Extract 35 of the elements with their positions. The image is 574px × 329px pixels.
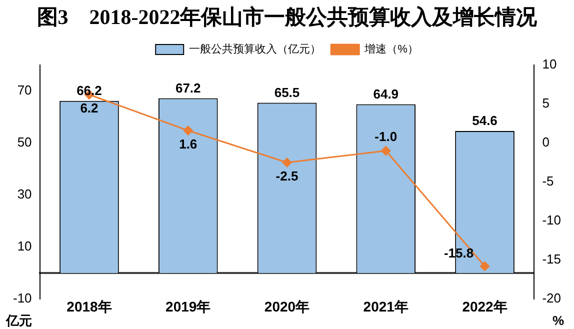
y-tick-label: 10 <box>17 238 32 254</box>
data-label: 1.6 <box>179 136 198 152</box>
data-label: -2.5 <box>276 168 298 184</box>
point <box>282 158 292 168</box>
y-axis-title: 亿元 <box>5 313 32 328</box>
x-tick-label: 2018年 <box>66 298 112 314</box>
x-tick-label: 2020年 <box>264 298 310 314</box>
point <box>381 146 391 156</box>
x-tick-label: 2021年 <box>363 298 408 314</box>
y2-tick-label: 5 <box>542 96 550 111</box>
data-label: -1.0 <box>374 128 398 144</box>
y2-tick-label: -20 <box>542 290 562 306</box>
x-tick-label: 2022年 <box>462 298 508 314</box>
y2-tick-label: -10 <box>542 212 562 228</box>
chart-title: 图3 2018-2022年保山市一般公共预算收入及增长情况 <box>36 4 538 31</box>
legend-label: 一般公共预算收入（亿元） <box>189 42 322 56</box>
x-tick-label: 2019年 <box>166 298 211 314</box>
y2-tick-label: 10 <box>542 56 557 72</box>
data-label: 65.5 <box>274 84 300 100</box>
y-tick-label: 70 <box>17 82 32 98</box>
data-label: 54.6 <box>472 113 498 128</box>
point <box>480 261 490 271</box>
y2-tick-label: -5 <box>542 174 554 189</box>
data-label: 67.2 <box>175 80 201 96</box>
data-label: 6.2 <box>80 100 98 116</box>
y2-tick-label: 0 <box>542 134 550 150</box>
legend-label: 增速（%） <box>364 42 418 56</box>
y2-tick-label: -15 <box>542 252 562 267</box>
data-label: 64.9 <box>373 86 399 102</box>
point <box>183 126 193 136</box>
y-tick-label: 50 <box>17 134 32 150</box>
y-tick-label: 30 <box>17 186 32 202</box>
data-label: 66.2 <box>76 82 102 98</box>
y-tick-label: -10 <box>12 290 32 306</box>
y2-axis-title: % <box>552 313 564 328</box>
